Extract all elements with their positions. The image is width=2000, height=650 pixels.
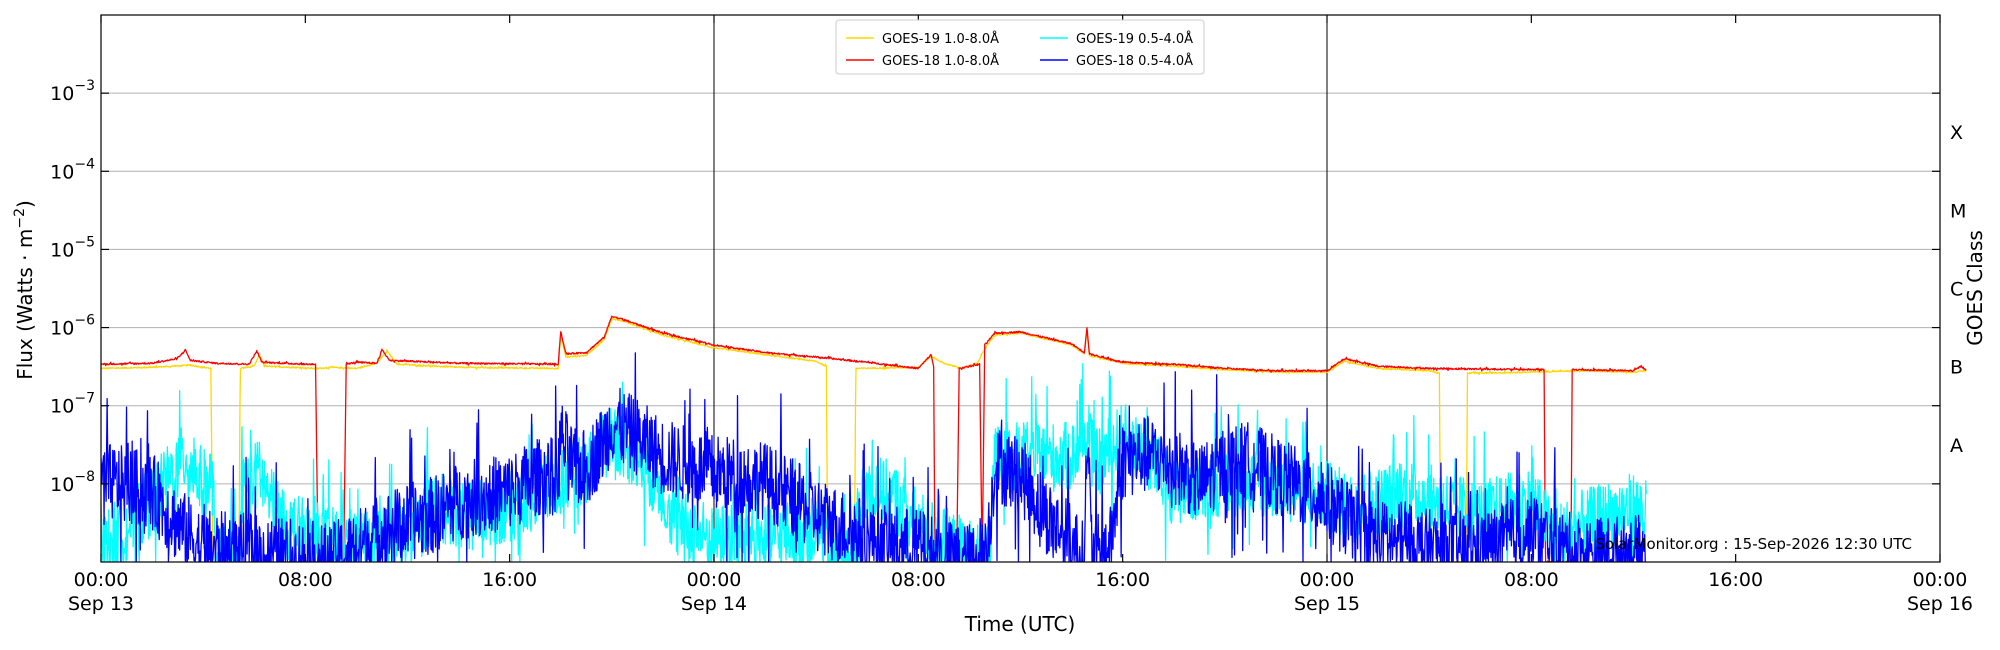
x-tick-label-date: Sep 16 [1907, 593, 1973, 615]
legend-entry-label: GOES-19 0.5-4.0Å [1076, 31, 1193, 47]
x-tick-label-time: 08:00 [1504, 569, 1559, 591]
x-tick-label-time: 00:00 [687, 569, 742, 591]
x-tick-label-time: 16:00 [482, 569, 537, 591]
y-tick-label: 10−5 [50, 234, 95, 261]
x-tick-label-time: 08:00 [278, 569, 333, 591]
y-axis-title-close: ) [13, 200, 37, 208]
goes-class-label: B [1950, 357, 1963, 379]
legend-entry-label: GOES-18 0.5-4.0Å [1076, 53, 1193, 69]
x-tick-label-time: 00:00 [1300, 569, 1355, 591]
x-tick-label-time: 00:00 [74, 569, 129, 591]
x-tick-label-time: 00:00 [1913, 569, 1968, 591]
grid-layer [101, 92, 1940, 485]
y-axis-title-exponent: −2 [12, 208, 28, 229]
x-tick-label-time: 16:00 [1708, 569, 1763, 591]
plot-frame [100, 14, 1941, 563]
series-line [101, 317, 1647, 562]
x-tick-label-date: Sep 14 [681, 593, 747, 615]
goes-class-label: M [1950, 200, 1966, 222]
y-tick-label: 10−4 [50, 156, 95, 183]
goes-class-label: C [1950, 279, 1963, 301]
y-tick-label: 10−7 [50, 391, 95, 418]
x-tick-label-date: Sep 13 [68, 593, 134, 615]
x-tick-label-time: 16:00 [1095, 569, 1150, 591]
x-tick-label-date: Sep 15 [1294, 593, 1360, 615]
y-axis-title-main: Flux (Watts · m [13, 229, 37, 380]
legend-box [835, 19, 1205, 75]
series-line [101, 315, 1647, 562]
goes-class-label: X [1950, 122, 1963, 144]
x-tick-label-time: 08:00 [891, 569, 946, 591]
y-tick-label: 10−6 [50, 313, 95, 340]
credit-label: SolarMonitor.org : 15-Sep-2026 12:30 UTC [1595, 535, 1912, 553]
y-tick-label: 10−3 [50, 78, 95, 105]
x-axis-title: Time (UTC) [964, 612, 1076, 636]
y2-axis-title: GOES Class [1963, 230, 1987, 346]
series-layer [101, 315, 1647, 562]
legend: GOES-19 1.0-8.0Å GOES-18 1.0-8.0Å GOES-19 … [835, 19, 1205, 75]
y-axis-title: Flux (Watts · m−2) [12, 200, 37, 380]
y-tick-label: 10−8 [50, 469, 95, 496]
legend-entry-label: GOES-18 1.0-8.0Å [882, 53, 999, 69]
goes-class-label: A [1950, 435, 1963, 457]
series-line [101, 352, 1647, 562]
legend-entry-label: GOES-19 1.0-8.0Å [882, 31, 999, 47]
